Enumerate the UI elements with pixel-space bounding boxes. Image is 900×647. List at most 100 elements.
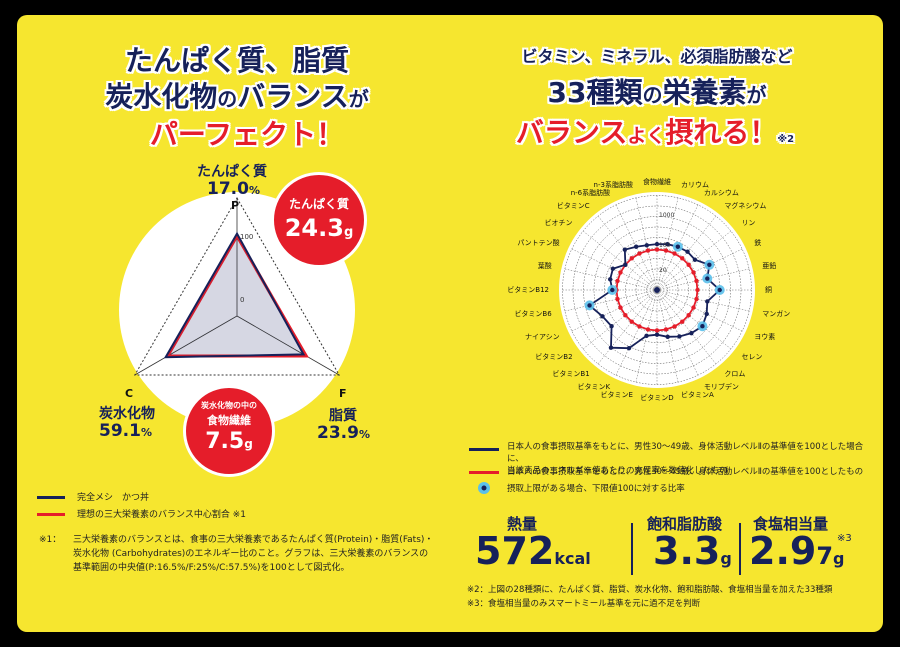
nutrient-reference-point — [654, 247, 660, 252]
nutrient-spoke — [615, 204, 658, 291]
nutrient-product-point — [600, 314, 605, 319]
nutrient-label: ビタミンC — [556, 201, 590, 210]
nutrient-reference-point — [680, 256, 685, 261]
nutrient-spoke — [656, 289, 679, 383]
nutrient-reference-point — [663, 327, 669, 332]
legend-upper-limit-label: 摂取上限がある場合、下限値100に対する比率 — [507, 484, 685, 494]
upper-limit-marker-core — [705, 276, 710, 281]
nutrient-spoke — [656, 248, 743, 291]
nutrient-radar-grid — [562, 195, 752, 385]
carb-percent-unit: % — [140, 426, 152, 439]
nutrient-product-point — [692, 257, 698, 262]
nutrient-label: カルシウム — [703, 188, 739, 197]
fiber-bubble-value: 7.5g — [186, 429, 272, 454]
upper-limit-marker-core — [717, 287, 722, 293]
fat-percent: 23.9 — [317, 423, 359, 443]
pfc-tick-100: 100 — [240, 233, 253, 241]
left-headline-no: の — [217, 87, 238, 111]
nutrient-product-point — [685, 249, 690, 254]
fiber-bubble-unit: g — [244, 437, 253, 451]
nutrient-product-point — [705, 299, 710, 304]
nutrient-center-dot — [654, 287, 660, 293]
stats-divider-2 — [739, 523, 741, 575]
legend-ideal-label: 理想の三大栄養素のバランス中心割合 ※1 — [77, 510, 246, 520]
nutrient-label: n-6系脂肪酸 — [570, 188, 611, 197]
nutrient-spoke — [582, 289, 658, 350]
nutrient-label: 銅 — [765, 286, 772, 294]
note2-text: ※2：上図の28種類に、たんぱく質、脂質、炭水化物、飽和脂肪酸、食塩相当量を加え… — [467, 585, 833, 595]
energy-number: 572 — [475, 529, 555, 573]
nutrient-reference-point — [629, 256, 634, 261]
protein-bubble-number: 24.3 — [284, 214, 344, 242]
axis-letter-c: C — [125, 387, 134, 400]
nutrient-product-point — [644, 333, 649, 339]
legend-nutrient-product-text: 日本人の食事摂取基準をもとに、男性30〜49歳、身体活動レベルⅡの基準値を100… — [507, 441, 867, 477]
nutrient-spoke — [564, 289, 658, 312]
left-headline-line2: 炭水化物のバランスが — [77, 75, 397, 115]
nutrient-reference-point — [618, 270, 623, 275]
right-headline-nutrients: 栄養素 — [662, 76, 747, 109]
nutrient-label: リン — [741, 218, 756, 227]
nutrient-reference-point — [691, 270, 696, 275]
nutrient-reference-series — [614, 247, 700, 333]
legend-nutrient-product-swatch — [469, 448, 499, 451]
nutrient-radar-chart: 1000 100 20 — [559, 192, 755, 388]
right-headline-line3: バランスよく摂れる！※2 — [505, 111, 805, 151]
nutrient-product-point — [626, 345, 632, 351]
legend-product-label: 完全メシ かつ丼 — [77, 493, 150, 503]
nutrient-product-point — [610, 266, 616, 271]
nutrient-label: カリウム — [681, 180, 710, 189]
legend-nutrient-reference-label: 日本人の食事摂取基準をもとに、男性30〜49歳、身体活動レベルⅡの基準値を100… — [507, 467, 864, 477]
upper-limit-marker-core — [675, 244, 681, 249]
nutrient-label: クロム — [724, 370, 746, 379]
nutrient-tick-100: 100 — [659, 242, 671, 249]
nutrient-spoke — [571, 248, 658, 291]
nutrient-label: ビタミンB2 — [535, 353, 573, 362]
nutrient-spoke — [656, 230, 732, 291]
nutrient-product-point — [644, 243, 649, 248]
nutrient-label: モリブデン — [703, 383, 739, 392]
legend-nutrient-product-line2: 当該商品のエネルギー値あたりの充足率を数値化したもの — [507, 466, 729, 476]
nutrient-label: ビタミンD — [640, 394, 674, 402]
nutrient-label: ビタミンA — [681, 391, 714, 400]
nutrient-spoke — [656, 289, 699, 376]
nutrient-reference-point — [686, 262, 691, 267]
nutrient-reference-point — [637, 324, 642, 329]
right-headline-yoku: よく — [627, 125, 666, 147]
nutrient-reference-point — [615, 278, 620, 284]
stats-divider-1 — [631, 523, 633, 575]
pfc-axis-f — [236, 315, 340, 376]
upper-limit-marker-core — [707, 262, 712, 267]
fiber-grams-bubble: 炭水化物の中の 食物繊維 7.5g — [183, 385, 275, 477]
protein-label: たんぱく質 — [197, 164, 267, 180]
legend-nutrient-reference-swatch — [469, 471, 499, 474]
right-headline-line2: 33種類の栄養素が — [487, 71, 827, 111]
nutrient-spoke — [656, 268, 750, 291]
fat-value: 23.9% — [317, 423, 370, 443]
nutrient-spoke — [635, 197, 658, 291]
left-headline-ga: が — [348, 87, 369, 111]
protein-bubble-value: 24.3g — [274, 214, 364, 242]
nutrient-product-point — [654, 332, 660, 337]
pfc-axis-c — [134, 315, 238, 376]
nutrient-tick-1000: 1000 — [659, 212, 674, 219]
right-headline-no: の — [642, 83, 663, 107]
right-headline-note2: ※2 — [777, 134, 795, 145]
left-headline-line3: パーフェクト！ — [149, 118, 345, 151]
nutrient-product-point — [607, 277, 613, 282]
left-headline-line1: たんぱく質、脂質 — [124, 44, 349, 77]
upper-limit-marker-core — [610, 287, 615, 293]
nutrient-label: 葉酸 — [537, 261, 552, 270]
energy-unit: kcal — [554, 549, 591, 568]
nutrient-reference-point — [645, 248, 651, 253]
nutrient-reference-point — [686, 313, 691, 318]
axis-letter-f: F — [339, 387, 347, 400]
energy-value: 572kcal — [475, 529, 591, 573]
nutrient-label: ビタミンB1 — [552, 370, 590, 379]
protein-bubble-unit: g — [343, 225, 354, 240]
fiber-bubble-label2: 食物繊維 — [207, 414, 251, 427]
upper-limit-marker-icon — [478, 482, 490, 494]
nutrient-reference-point — [695, 287, 700, 293]
salt-number: 2.9 — [749, 529, 817, 573]
axis-letter-p: P — [231, 199, 240, 212]
